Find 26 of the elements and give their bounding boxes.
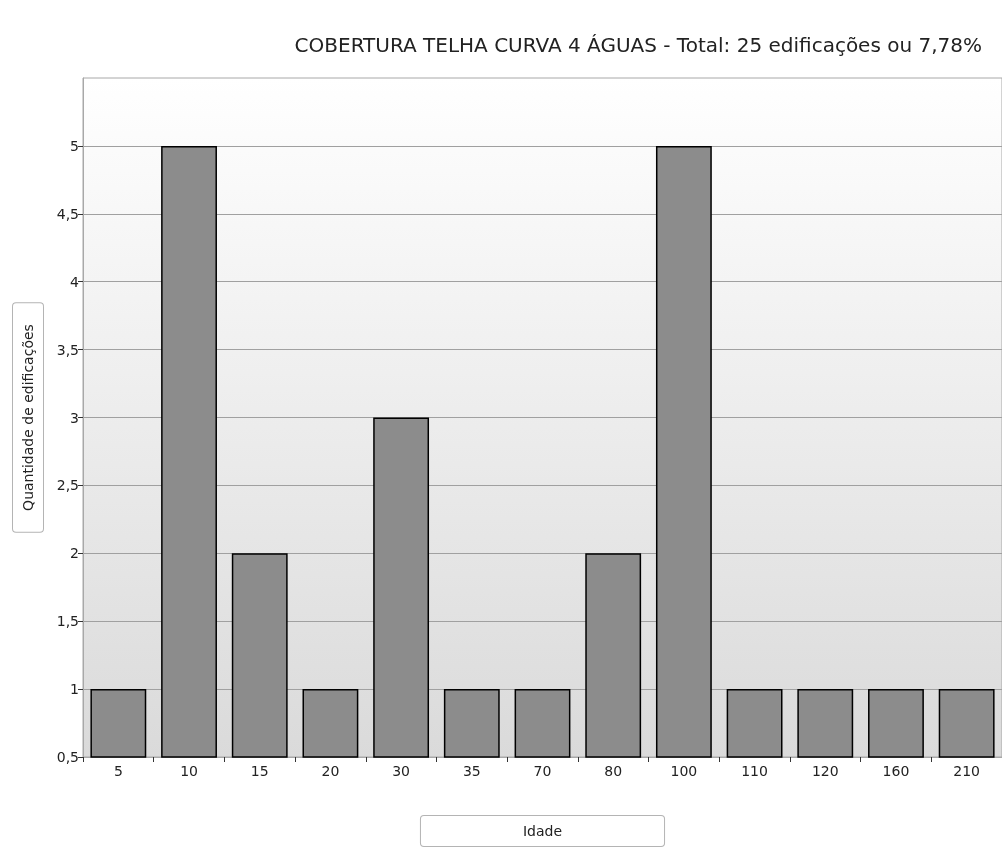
x-tick-label: 160	[882, 763, 910, 779]
x-tick-label: 110	[741, 763, 768, 779]
y-tick-label: 2	[70, 545, 79, 562]
x-tick-label: 35	[462, 763, 481, 779]
y-tick-label: 3,5	[56, 341, 79, 358]
y-tick-label: 1	[70, 681, 79, 698]
x-tick-label: 15	[250, 763, 269, 779]
y-tick-label: 2,5	[56, 477, 79, 494]
y-tick-label: 5	[70, 137, 79, 154]
y-tick-label: 4	[70, 273, 80, 290]
y-tick-label: 1,5	[56, 613, 79, 630]
x-tick-label: 5	[113, 763, 123, 779]
x-axis-title: Idade	[522, 823, 563, 839]
x-tick-label: 20	[321, 763, 340, 779]
y-tick-label: 4,5	[56, 205, 79, 222]
x-tick-label: 120	[811, 763, 839, 779]
x-tick-label: 30	[392, 763, 411, 779]
y-tick-label: 3	[70, 409, 79, 426]
x-tick-label: 100	[670, 763, 698, 779]
x-tick-label: 70	[533, 763, 552, 779]
chart-title: COBERTURA TELHA CURVA 4 ÁGUAS - Total: 25 edificações ou 7,78%	[294, 33, 982, 57]
y-tick-label: 0,5	[56, 749, 79, 765]
x-tick-label: 10	[180, 763, 198, 779]
y-axis-title: Quantidade de edificações	[20, 324, 36, 511]
x-tick-label: 80	[604, 763, 623, 779]
x-tick-label: 210	[953, 763, 981, 779]
